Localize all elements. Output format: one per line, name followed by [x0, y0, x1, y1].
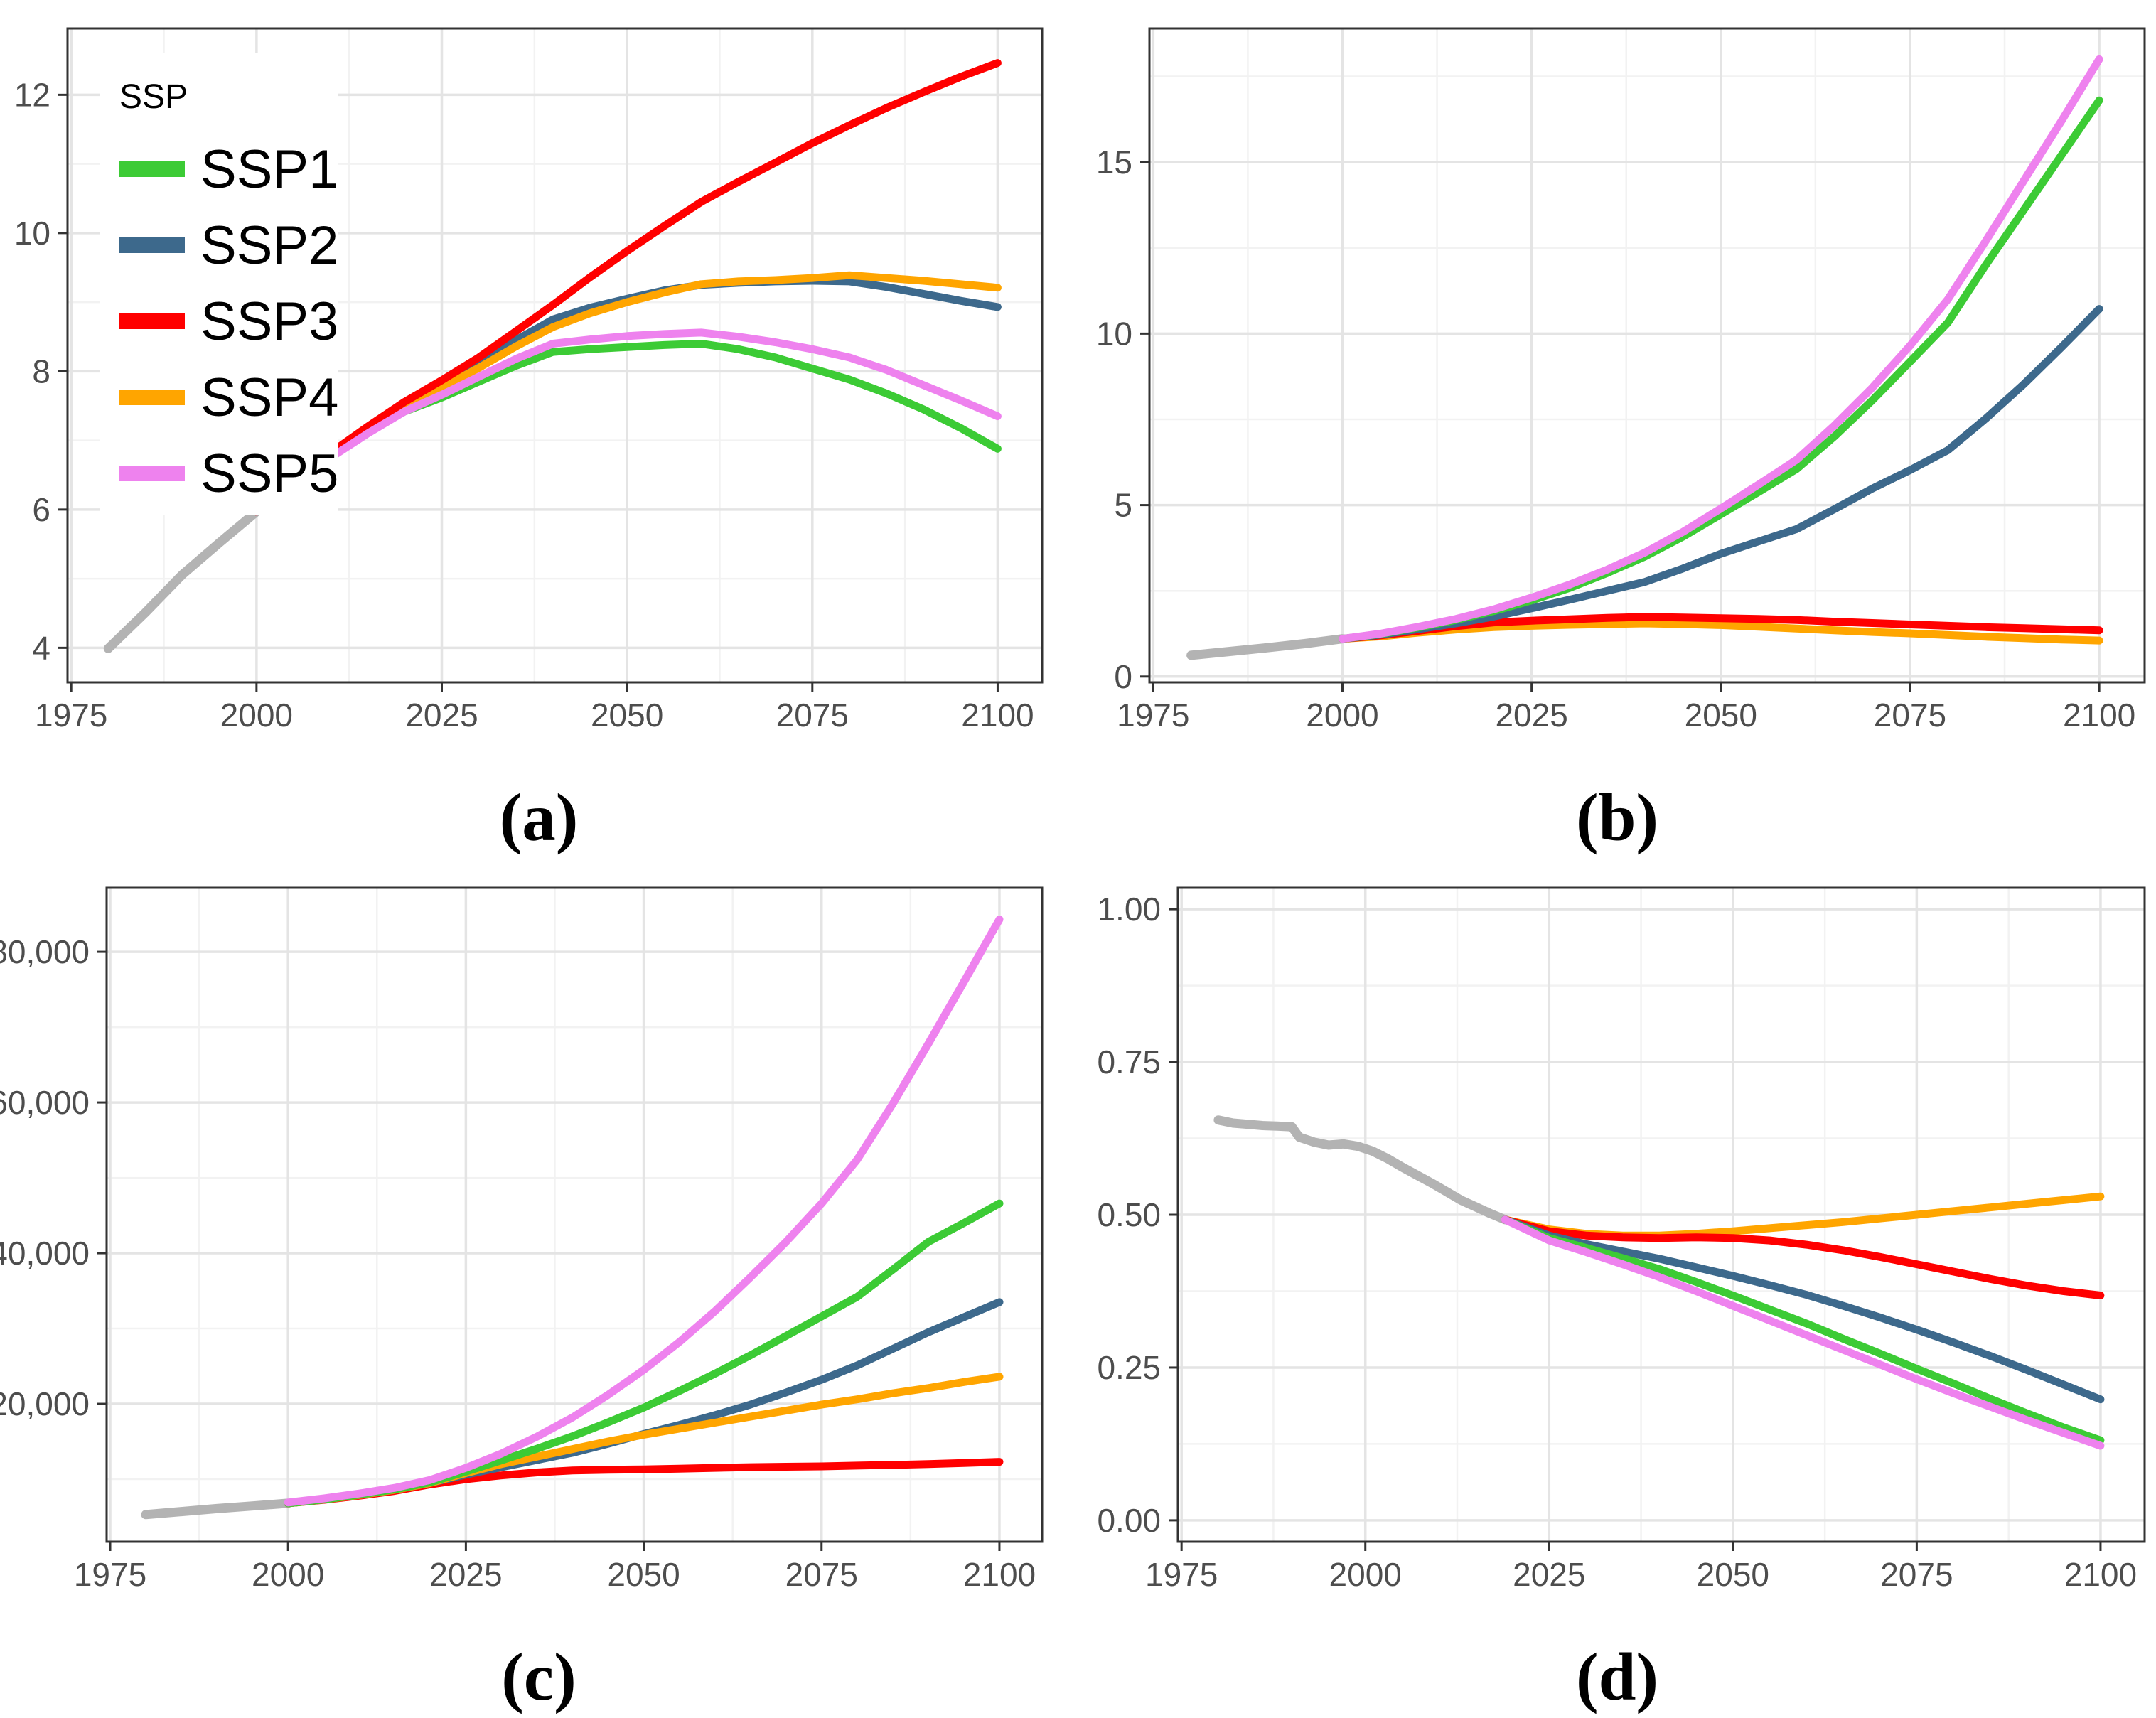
- svg-text:SSP5: SSP5: [200, 444, 338, 504]
- svg-text:2025: 2025: [1495, 697, 1567, 734]
- panel-d: 1975 2000 2025 2050 2075 2100 0.00 0.25 0.50 0.75…: [1078, 859, 2156, 1718]
- svg-text:SSP2: SSP2: [200, 215, 338, 276]
- svg-text:12: 12: [14, 76, 50, 113]
- panel-a-caption: (a): [499, 780, 579, 855]
- svg-text:2050: 2050: [607, 1556, 680, 1593]
- panel-c: 1975 2000 2025 2050 2075 2100 20,000 40,000 60,0…: [0, 859, 1078, 1718]
- svg-text:0.50: 0.50: [1097, 1196, 1161, 1233]
- panel-a-chart: SSP SSP1 SSP2 SSP3 SSP4 SSP5 1975 2000 2025 2050 2…: [14, 27, 1044, 734]
- svg-text:2075: 2075: [1880, 1556, 1953, 1593]
- svg-text:1975: 1975: [1145, 1556, 1218, 1593]
- svg-text:2100: 2100: [2063, 697, 2135, 734]
- panel-b: 1975 2000 2025 2050 2075 2100 0 5 10 15 (b): [1078, 0, 2156, 859]
- svg-text:2075: 2075: [785, 1556, 858, 1593]
- svg-text:60,000: 60,000: [0, 1084, 90, 1121]
- panel-d-chart: 1975 2000 2025 2050 2075 2100 0.00 0.25 0.50 0.75…: [1097, 886, 2146, 1593]
- svg-text:6: 6: [32, 491, 50, 528]
- panel-c-caption: (c): [501, 1639, 576, 1714]
- svg-text:2000: 2000: [220, 697, 293, 734]
- svg-text:1975: 1975: [74, 1556, 146, 1593]
- svg-text:10: 10: [14, 215, 50, 252]
- svg-text:2000: 2000: [252, 1556, 324, 1593]
- svg-text:0.75: 0.75: [1097, 1043, 1161, 1080]
- svg-text:1975: 1975: [1117, 697, 1189, 734]
- svg-text:80,000: 80,000: [0, 933, 90, 970]
- svg-text:SSP: SSP: [119, 78, 188, 116]
- svg-text:8: 8: [32, 353, 50, 390]
- svg-text:4: 4: [32, 629, 50, 666]
- panel-b-caption: (b): [1575, 780, 1659, 855]
- svg-text:2000: 2000: [1306, 697, 1378, 734]
- svg-text:0.00: 0.00: [1097, 1502, 1161, 1539]
- svg-text:SSP3: SSP3: [200, 291, 338, 352]
- svg-text:0: 0: [1114, 658, 1132, 695]
- panel-b-chart: 1975 2000 2025 2050 2075 2100 0 5 10 15: [1096, 27, 2146, 734]
- svg-text:2000: 2000: [1329, 1556, 1402, 1593]
- svg-text:2025: 2025: [429, 1556, 502, 1593]
- svg-text:2075: 2075: [1874, 697, 1946, 734]
- svg-text:2025: 2025: [1513, 1556, 1585, 1593]
- svg-text:SSP1: SSP1: [200, 139, 338, 200]
- panel-c-chart: 1975 2000 2025 2050 2075 2100 20,000 40,000 60,0…: [0, 886, 1044, 1593]
- svg-text:5: 5: [1114, 487, 1132, 524]
- panel-d-caption: (d): [1575, 1639, 1659, 1714]
- svg-text:2100: 2100: [961, 697, 1034, 734]
- svg-text:0.25: 0.25: [1097, 1349, 1161, 1386]
- svg-text:10: 10: [1096, 315, 1132, 352]
- svg-text:2075: 2075: [776, 697, 849, 734]
- svg-text:1.00: 1.00: [1097, 891, 1161, 928]
- svg-text:2100: 2100: [963, 1556, 1036, 1593]
- panel-a: SSP SSP1 SSP2 SSP3 SSP4 SSP5 1975 2000 2025 2050 2…: [0, 0, 1078, 859]
- svg-text:2100: 2100: [2064, 1556, 2137, 1593]
- svg-text:2050: 2050: [1697, 1556, 1769, 1593]
- svg-text:20,000: 20,000: [0, 1385, 90, 1422]
- svg-text:2050: 2050: [1685, 697, 1757, 734]
- svg-text:2025: 2025: [405, 697, 478, 734]
- svg-text:1975: 1975: [35, 697, 107, 734]
- svg-text:2050: 2050: [591, 697, 663, 734]
- svg-text:40,000: 40,000: [0, 1235, 90, 1272]
- svg-text:15: 15: [1096, 144, 1132, 181]
- svg-text:SSP4: SSP4: [200, 367, 338, 428]
